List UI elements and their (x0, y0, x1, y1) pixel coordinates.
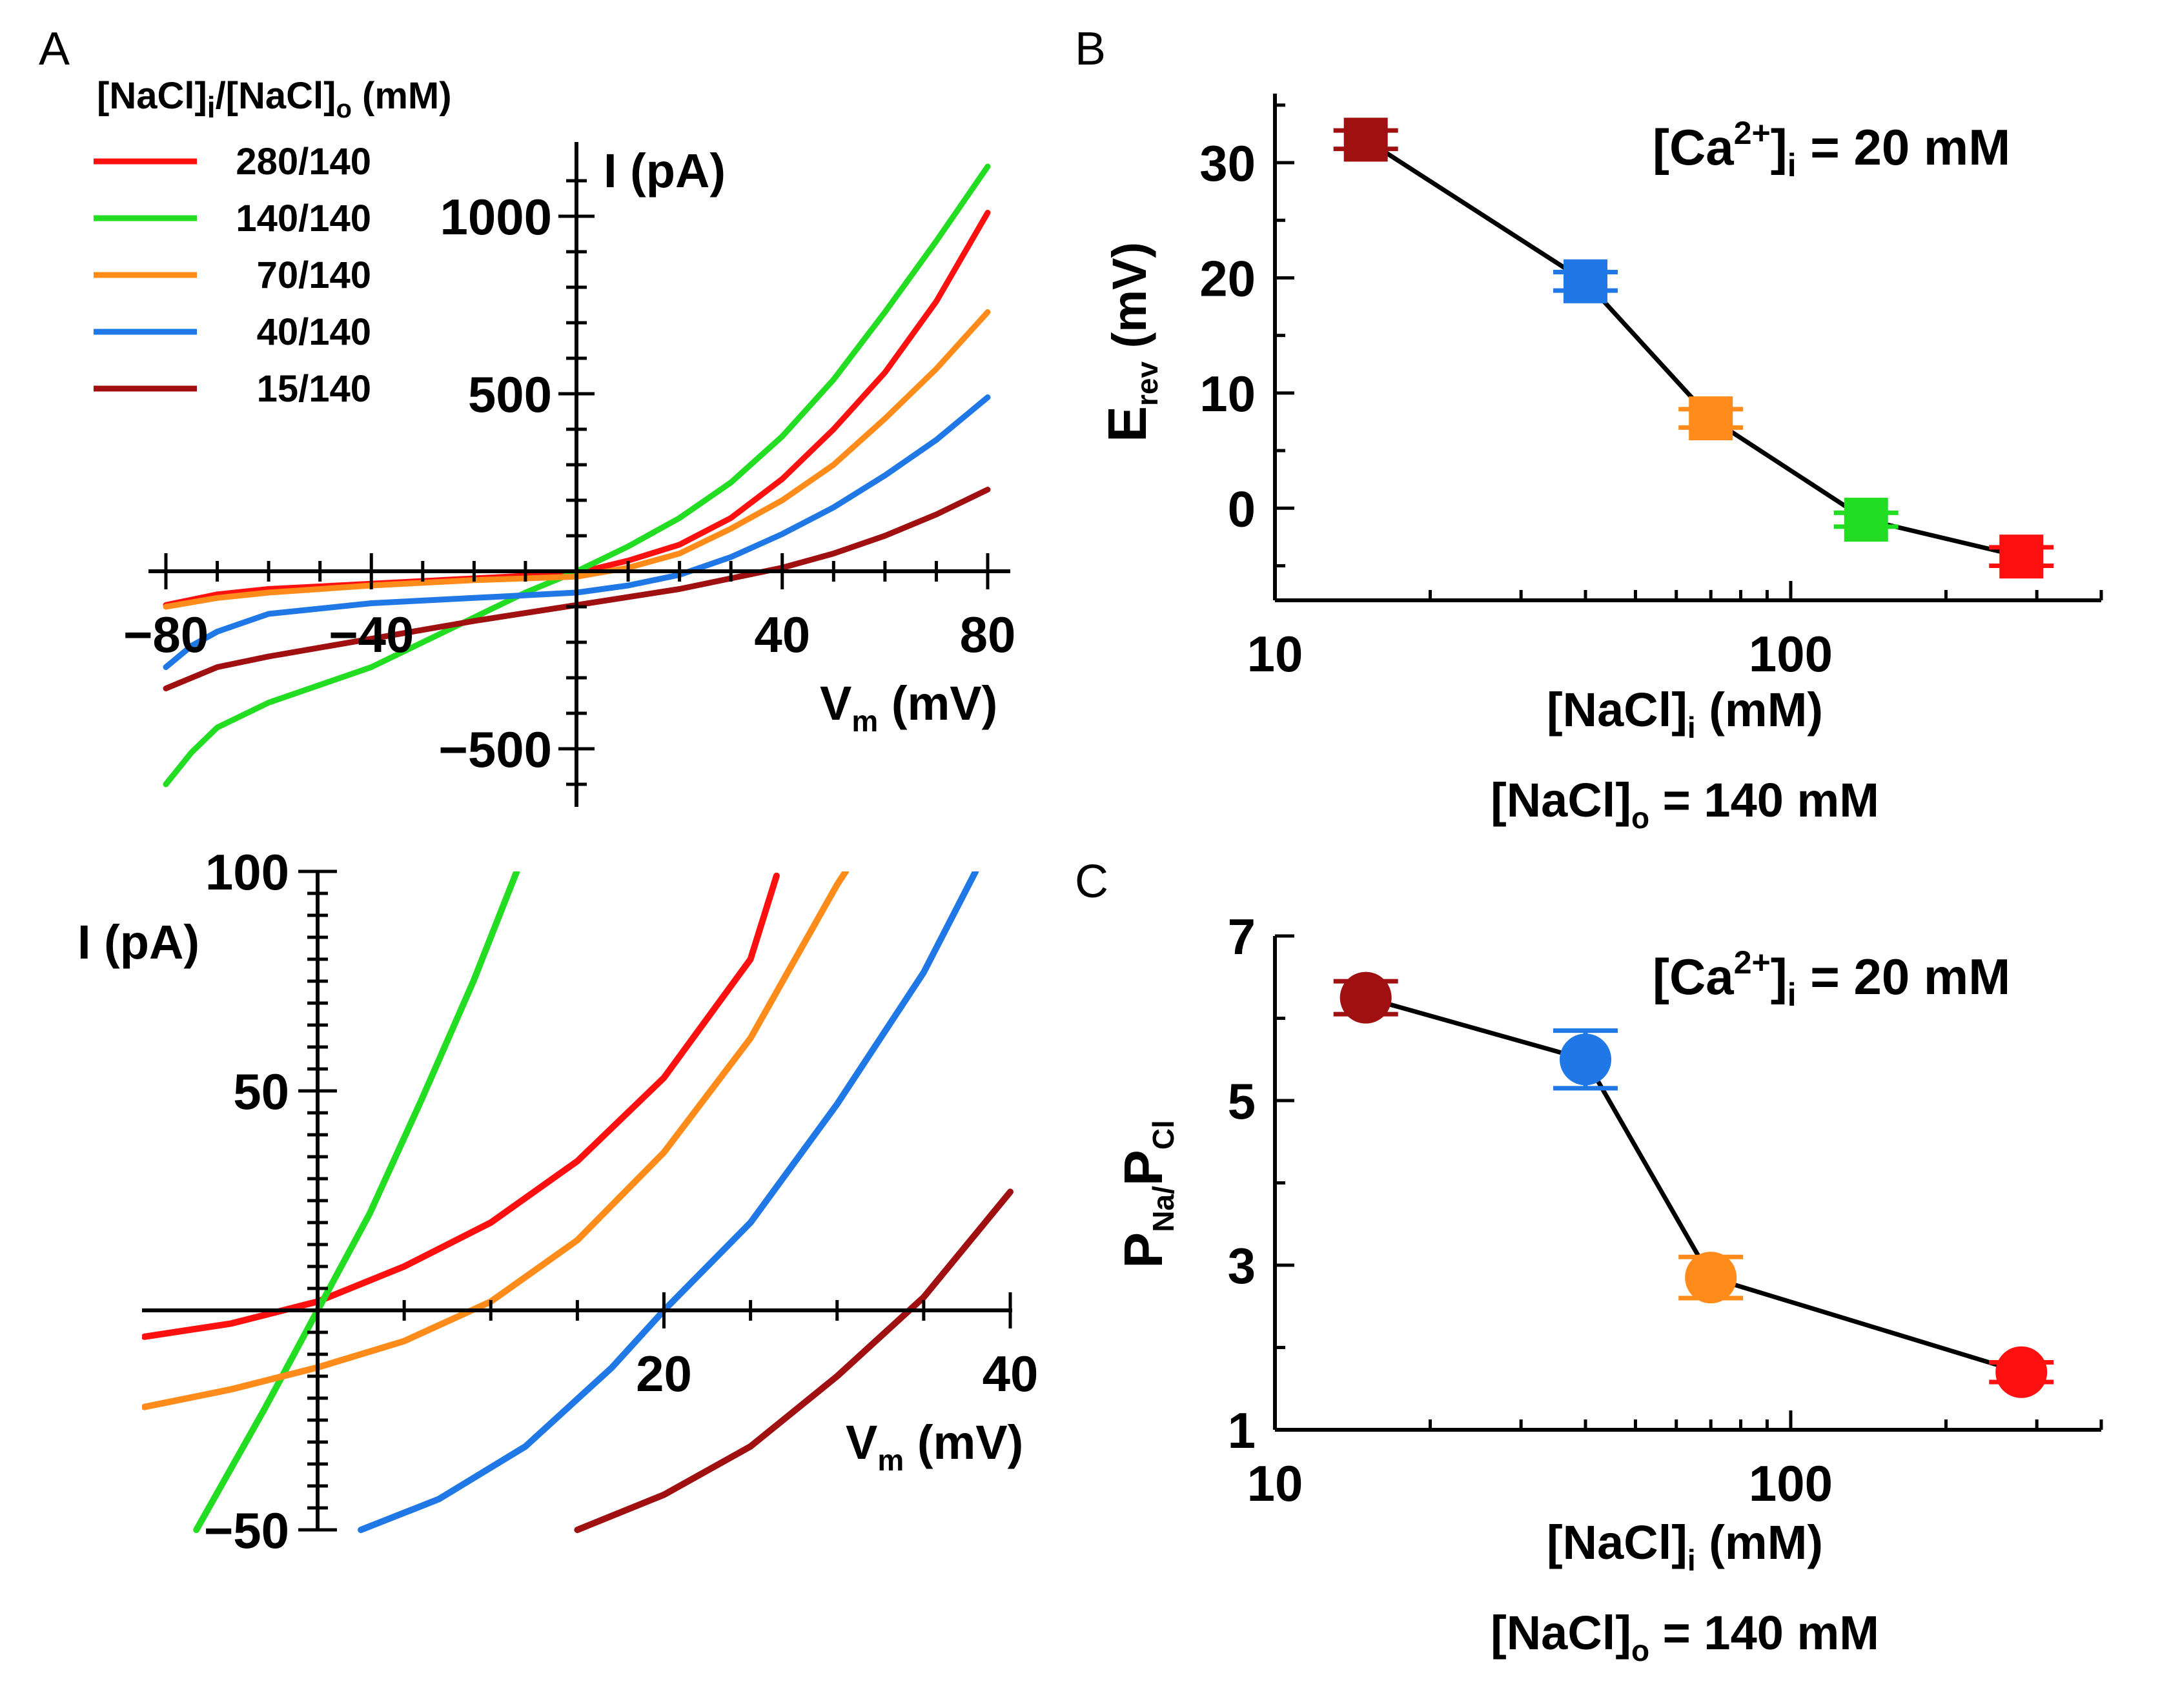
b-point-40-140 (1564, 259, 1608, 303)
c-point-15-140 (1340, 971, 1392, 1024)
a-top-x-tick-label: −40 (329, 606, 414, 663)
legend-label-70-140: 70/140 (257, 254, 371, 296)
a-bottom-y-tick-label: −50 (204, 1502, 289, 1559)
c-annotation: [Ca2+]i = 20 mM (1653, 944, 2010, 1013)
plot-a-bottom: 20 40 −50 50 100 I (pA) Vm (mV) (77, 844, 1038, 1559)
b-y-tick-label: 0 (1228, 480, 1256, 537)
b-point-280-140 (1999, 534, 2044, 579)
a-top-y-tick-label: 500 (468, 366, 552, 423)
legend-label-15-140: 15/140 (257, 368, 371, 410)
a-top-x-tick-label: 40 (754, 606, 810, 663)
a-top-xlabel: Vm (mV) (820, 676, 997, 738)
a-top-series-140-140 (163, 163, 991, 788)
b-point-140-140 (1844, 498, 1888, 542)
a-bottom-x-tick-label: 20 (636, 1345, 692, 1402)
a-top-series-15-140 (163, 487, 991, 691)
a-top-series-280-140 (163, 210, 991, 608)
c-xlabel: [NaCl]i (mM) (1547, 1516, 1823, 1577)
a-bottom-ylabel: I (pA) (77, 915, 199, 969)
plot-c: 10 100 1 3 5 7 [Ca2+]i = 20 mM [NaCl]i (mM) [… (1113, 908, 2103, 1667)
legend-label-140-140: 140/140 (236, 198, 371, 239)
plot-a-top: −80 −40 40 80 −500 500 1000 I (pA) Vm (mV) (123, 142, 1016, 807)
a-top-series-40-140 (163, 394, 991, 670)
b-y-tick-label: 20 (1199, 250, 1256, 307)
a-top-x-tick-label: 80 (960, 606, 1016, 663)
c-ylabel: PNa/PCl (1113, 1120, 1180, 1268)
a-bottom-xlabel: Vm (mV) (846, 1416, 1023, 1477)
a-bottom-y-tick-label: 100 (205, 844, 289, 900)
b-xlabel: [NaCl]i (mM) (1547, 683, 1823, 744)
c-y-tick-label: 1 (1228, 1402, 1256, 1459)
a-top-y-tick-label: −500 (438, 721, 552, 778)
b-y-tick-label: 10 (1199, 365, 1256, 422)
b-connecting-line (1364, 137, 2022, 559)
a-bottom-series-140-140 (193, 871, 520, 1533)
b-point-70-140 (1689, 396, 1733, 441)
c-y-tick-label: 3 (1228, 1237, 1256, 1294)
c-x-tick-label: 100 (1749, 1455, 1833, 1512)
b-x-tick-label: 100 (1749, 625, 1833, 682)
c-x-tick-label: 10 (1247, 1455, 1303, 1512)
a-bottom-series-15-140 (574, 1188, 1014, 1533)
b-y-tick-label: 30 (1199, 135, 1256, 192)
a-bottom-series-group (142, 871, 1014, 1533)
a-top-x-tick-label: −80 (123, 606, 209, 663)
b-point-15-140 (1343, 117, 1388, 162)
b-ylabel: Erev (mV) (1097, 242, 1164, 442)
a-bottom-series-40-140 (358, 871, 979, 1533)
c-note: [NaCl]o = 140 mM (1491, 1606, 1879, 1667)
a-bottom-series-70-140 (142, 871, 850, 1410)
c-point-280-140 (1995, 1346, 2048, 1398)
c-connecting-line (1365, 995, 2022, 1375)
a-top-y-tick-label: 1000 (440, 188, 552, 245)
panel-a-letter: A (39, 23, 70, 75)
c-point-40-140 (1560, 1033, 1612, 1086)
c-y-tick-label: 5 (1228, 1073, 1256, 1130)
legend: [NaCl]i/[NaCl]o (mM) 280/140 140/140 70/14… (94, 75, 452, 410)
c-point-70-140 (1685, 1252, 1737, 1304)
legend-label-40-140: 40/140 (257, 311, 371, 353)
panel-c-letter: C (1075, 856, 1108, 908)
a-bottom-y-tick-label: 50 (233, 1063, 289, 1120)
a-bottom-series-280-140 (142, 872, 780, 1340)
plot-b: 10 100 0 10 20 30 [Ca2+]i = 20 mM [NaCl]i (mM… (1097, 94, 2103, 835)
c-y-tick-label: 7 (1228, 908, 1256, 965)
a-top-ylabel: I (pA) (604, 144, 726, 198)
b-note: [NaCl]o = 140 mM (1491, 773, 1879, 835)
b-annotation: [Ca2+]i = 20 mM (1653, 115, 2010, 183)
b-x-tick-label: 10 (1247, 625, 1303, 682)
panel-b-letter: B (1075, 23, 1106, 75)
legend-label-280-140: 280/140 (236, 141, 371, 183)
a-top-series-70-140 (163, 309, 991, 610)
a-bottom-x-tick-label: 40 (983, 1345, 1039, 1402)
legend-title: [NaCl]i/[NaCl]o (mM) (97, 75, 452, 124)
